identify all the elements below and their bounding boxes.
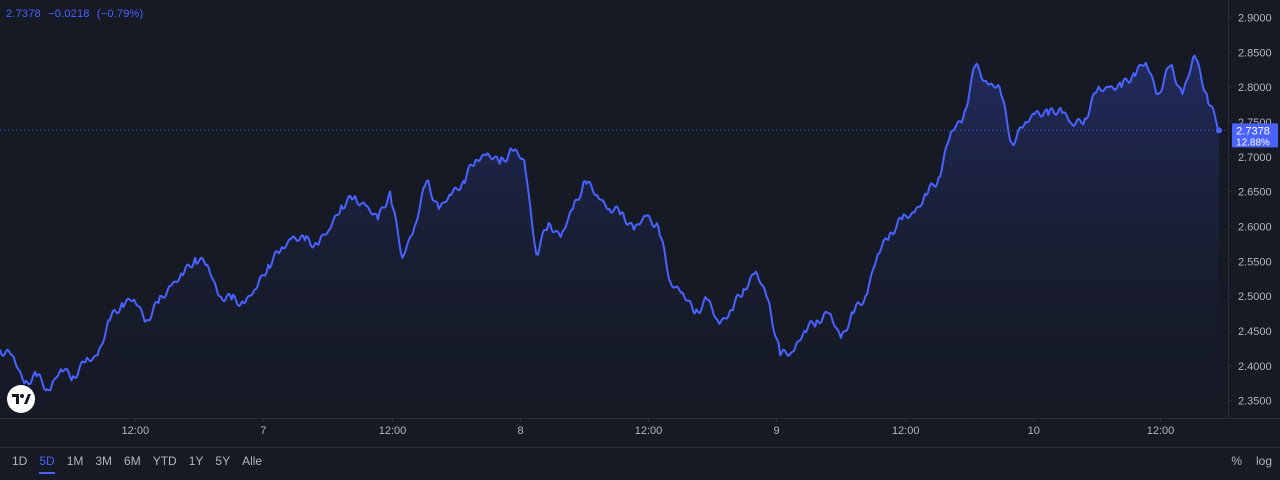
range-button-5y[interactable]: 5Y	[215, 454, 231, 468]
last-price: 2.7378	[6, 8, 41, 20]
range-button-1m[interactable]: 1M	[66, 454, 84, 468]
y-tick-label: 2.3500	[1238, 396, 1272, 408]
range-button-ytd[interactable]: YTD	[152, 454, 177, 468]
y-tick-label: 2.9000	[1238, 12, 1272, 24]
range-button-6m[interactable]: 6M	[124, 454, 141, 468]
x-tick-label: 8	[517, 425, 523, 437]
price-change-pct: (−0.79%)	[96, 8, 144, 20]
y-tick-label: 2.6000	[1238, 221, 1272, 233]
range-button-alle[interactable]: Alle	[242, 454, 263, 468]
price-change: −0.0218	[48, 8, 90, 20]
y-tick-label: 2.4000	[1238, 361, 1272, 373]
last-price-badge-pct: 12.88%	[1236, 137, 1270, 148]
y-tick-label: 2.8500	[1238, 47, 1272, 59]
x-tick-label: 12:00	[122, 425, 150, 437]
price-line	[0, 54, 1220, 392]
time-range-toolbar: 1D 5D 1M 3M 6M YTD 1Y 5Y Alle % log	[0, 447, 1280, 475]
tradingview-logo-icon[interactable]	[7, 385, 35, 413]
x-tick-label: 7	[260, 425, 266, 437]
range-button-1y[interactable]: 1Y	[188, 454, 204, 468]
last-price-badge	[1232, 123, 1278, 148]
percent-scale-button[interactable]: %	[1231, 454, 1242, 468]
y-tick-label: 2.6500	[1238, 187, 1272, 199]
range-button-3m[interactable]: 3M	[95, 454, 113, 468]
price-header: 2.7378 −0.0218 (−0.79%)	[6, 8, 147, 20]
price-area-fill	[0, 55, 1219, 418]
y-tick-label: 2.7500	[1238, 117, 1272, 129]
y-tick-label: 2.5500	[1238, 256, 1272, 268]
x-tick-label: 12:00	[892, 425, 920, 437]
y-tick-label: 2.5000	[1238, 291, 1272, 303]
x-tick-label: 10	[1028, 425, 1040, 437]
x-tick-label: 12:00	[379, 425, 407, 437]
y-tick-label: 2.4500	[1238, 326, 1272, 338]
x-tick-label: 9	[773, 425, 779, 437]
x-tick-label: 12:00	[1147, 425, 1175, 437]
last-price-dot	[1216, 127, 1222, 134]
last-price-badge-value: 2.7378	[1236, 125, 1270, 137]
y-tick-label: 2.7000	[1238, 152, 1272, 164]
tradingview-logo-mark	[12, 394, 31, 404]
x-tick-label: 12:00	[635, 425, 663, 437]
scale-options: % log	[1217, 447, 1272, 475]
range-button-group: 1D 5D 1M 3M 6M YTD 1Y 5Y Alle	[6, 450, 268, 474]
range-button-1d[interactable]: 1D	[12, 454, 28, 468]
log-scale-button[interactable]: log	[1255, 454, 1272, 468]
y-tick-label: 2.8000	[1238, 82, 1272, 94]
range-button-5d[interactable]: 5D	[33, 450, 60, 474]
